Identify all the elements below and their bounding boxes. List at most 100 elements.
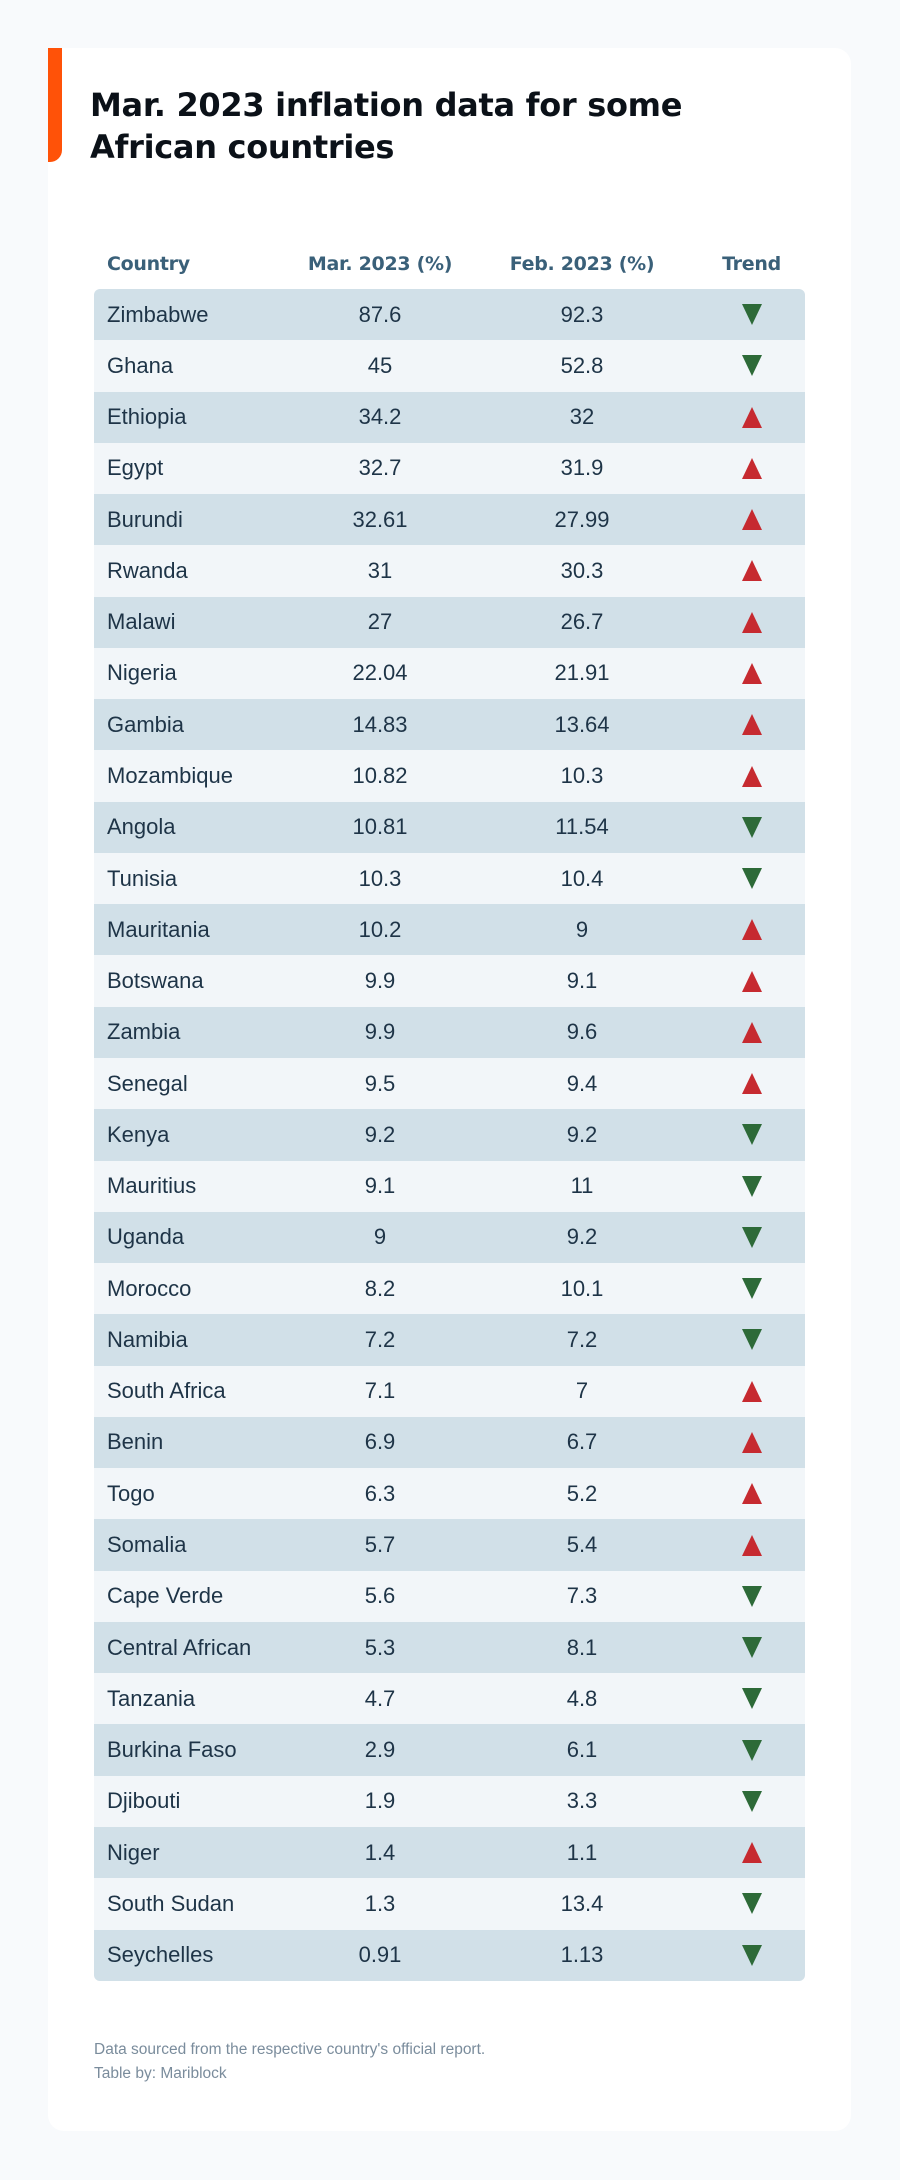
cell-feb-2023: 31.9	[560, 455, 604, 481]
cell-feb-2023: 11.54	[555, 814, 609, 840]
cell-country: Tunisia	[107, 865, 178, 891]
cell-mar-2023: 9.9	[364, 968, 396, 994]
cell-feb-2023: 7	[575, 1378, 589, 1404]
cell-trend	[684, 457, 805, 479]
trend-down-icon	[741, 816, 762, 838]
cell-mar-2023: 5.7	[364, 1532, 396, 1557]
table-row: Togo 6.3 5.2	[94, 1468, 805, 1520]
source-note: Data sourced from the respective country…	[94, 2041, 486, 2058]
cell-trend	[684, 1226, 805, 1248]
cell-trend	[684, 1944, 805, 1966]
trend-down-icon	[741, 1226, 762, 1248]
cell-feb-2023: 9.1	[566, 968, 598, 994]
cell-mar-2023: 7.2	[364, 1326, 396, 1352]
table-row: Namibia 7.2 7.2	[94, 1314, 805, 1366]
cell-mar-2023: 5.6	[364, 1583, 396, 1609]
trend-down-icon	[741, 355, 762, 377]
cell-mar-2023: 9.1	[364, 1173, 396, 1199]
page-title: Mar. 2023 inflation data for some Africa…	[90, 86, 683, 166]
table-row: Gambia 14.83 13.64	[94, 699, 805, 751]
cell-feb-2023: 92.3	[560, 301, 604, 327]
cell-country: Benin	[107, 1429, 164, 1455]
table-row: Malawi 27 26.7	[94, 596, 805, 648]
table-row: Central African 5.3 8.1	[94, 1621, 805, 1674]
cell-feb-2023: 9.2	[566, 1224, 598, 1250]
cell-trend	[684, 1329, 805, 1351]
cell-trend	[684, 1175, 805, 1197]
cell-trend	[684, 919, 805, 941]
trend-up-icon	[741, 1534, 762, 1556]
cell-feb-2023: 26.7	[560, 609, 604, 635]
cell-mar-2023: 1.9	[364, 1788, 396, 1814]
table-row: Zambia 9.9 9.6	[94, 1006, 805, 1058]
cell-feb-2023: 30.3	[560, 557, 604, 583]
table-row: Angola 10.81 11.54	[94, 801, 805, 853]
cell-trend	[684, 1021, 805, 1043]
trend-up-icon	[741, 1073, 762, 1095]
table-row: Kenya 9.2 9.2	[94, 1109, 805, 1161]
cell-trend	[684, 611, 805, 633]
cell-feb-2023: 9	[575, 916, 589, 942]
table-row: Egypt 32.7 31.9	[94, 442, 805, 495]
trend-down-icon	[741, 1688, 762, 1710]
cell-mar-2023: 45	[367, 352, 393, 378]
cell-mar-2023: 32.7	[358, 455, 402, 481]
cell-country: Gambia	[107, 711, 185, 737]
table-row: Senegal 9.5 9.4	[94, 1057, 805, 1110]
cell-mar-2023: 10.81	[352, 814, 408, 840]
cell-mar-2023: 34.2	[358, 404, 402, 430]
table-row: Nigeria 22.04 21.91	[94, 647, 805, 700]
cell-mar-2023: 1.3	[364, 1890, 396, 1916]
cell-country: Seychelles	[107, 1942, 214, 1968]
cell-feb-2023: 5.4	[566, 1532, 598, 1557]
table-row: Seychelles 0.91 1.13	[94, 1929, 805, 1981]
table-row: Mauritania 10.2 9	[94, 904, 805, 956]
cell-feb-2023: 21.91	[554, 660, 610, 686]
trend-down-icon	[741, 304, 762, 326]
trend-down-icon	[741, 1790, 762, 1812]
cell-country: Ethiopia	[107, 404, 187, 430]
cell-country: Djibouti	[107, 1788, 181, 1814]
table-row: Niger 1.4 1.1	[94, 1826, 805, 1879]
cell-country: Botswana	[107, 968, 204, 994]
cell-feb-2023: 5.2	[566, 1480, 598, 1506]
cell-country: South Africa	[107, 1378, 226, 1404]
cell-trend	[684, 1637, 805, 1659]
cell-feb-2023: 10.4	[560, 865, 604, 891]
cell-country: Morocco	[107, 1275, 192, 1301]
trend-up-icon	[741, 765, 762, 787]
table-row: Djibouti 1.9 3.3	[94, 1775, 805, 1827]
cell-trend	[684, 1585, 805, 1607]
cell-mar-2023: 8.2	[364, 1275, 396, 1301]
cell-feb-2023: 10.1	[560, 1275, 604, 1301]
cell-feb-2023: 11	[570, 1173, 594, 1199]
cell-country: Namibia	[107, 1326, 188, 1352]
cell-mar-2023: 10.82	[352, 763, 408, 789]
trend-up-icon	[741, 1842, 762, 1864]
header-mar-2023: Mar. 2023 (%)	[307, 252, 453, 275]
cell-country: Tanzania	[107, 1685, 196, 1711]
cell-trend	[684, 1073, 805, 1095]
cell-country: Senegal	[107, 1070, 188, 1096]
cell-feb-2023: 13.64	[554, 711, 610, 737]
cell-feb-2023: 9.4	[566, 1070, 598, 1096]
cell-country: Mozambique	[107, 763, 233, 789]
table-row: Mozambique 10.82 10.3	[94, 750, 805, 802]
cell-country: Nigeria	[107, 660, 177, 686]
table-row: Burundi 32.61 27.99	[94, 494, 805, 546]
table-row: Ethiopia 34.2 32	[94, 391, 805, 443]
cell-mar-2023: 9.9	[364, 1019, 396, 1045]
trend-down-icon	[741, 1893, 762, 1915]
trend-up-icon	[741, 714, 762, 736]
header-country: Country	[107, 252, 190, 275]
trend-down-icon	[741, 1124, 762, 1146]
table-row: Tanzania 4.7 4.8	[94, 1673, 805, 1725]
cell-country: Malawi	[107, 609, 176, 635]
cell-mar-2023: 22.04	[352, 660, 408, 686]
cell-mar-2023: 1.4	[364, 1839, 396, 1865]
cell-mar-2023: 5.3	[364, 1634, 396, 1660]
cell-country: Egypt	[107, 455, 164, 481]
cell-trend	[684, 1688, 805, 1710]
cell-feb-2023: 6.1	[566, 1737, 598, 1763]
trend-down-icon	[741, 868, 762, 890]
